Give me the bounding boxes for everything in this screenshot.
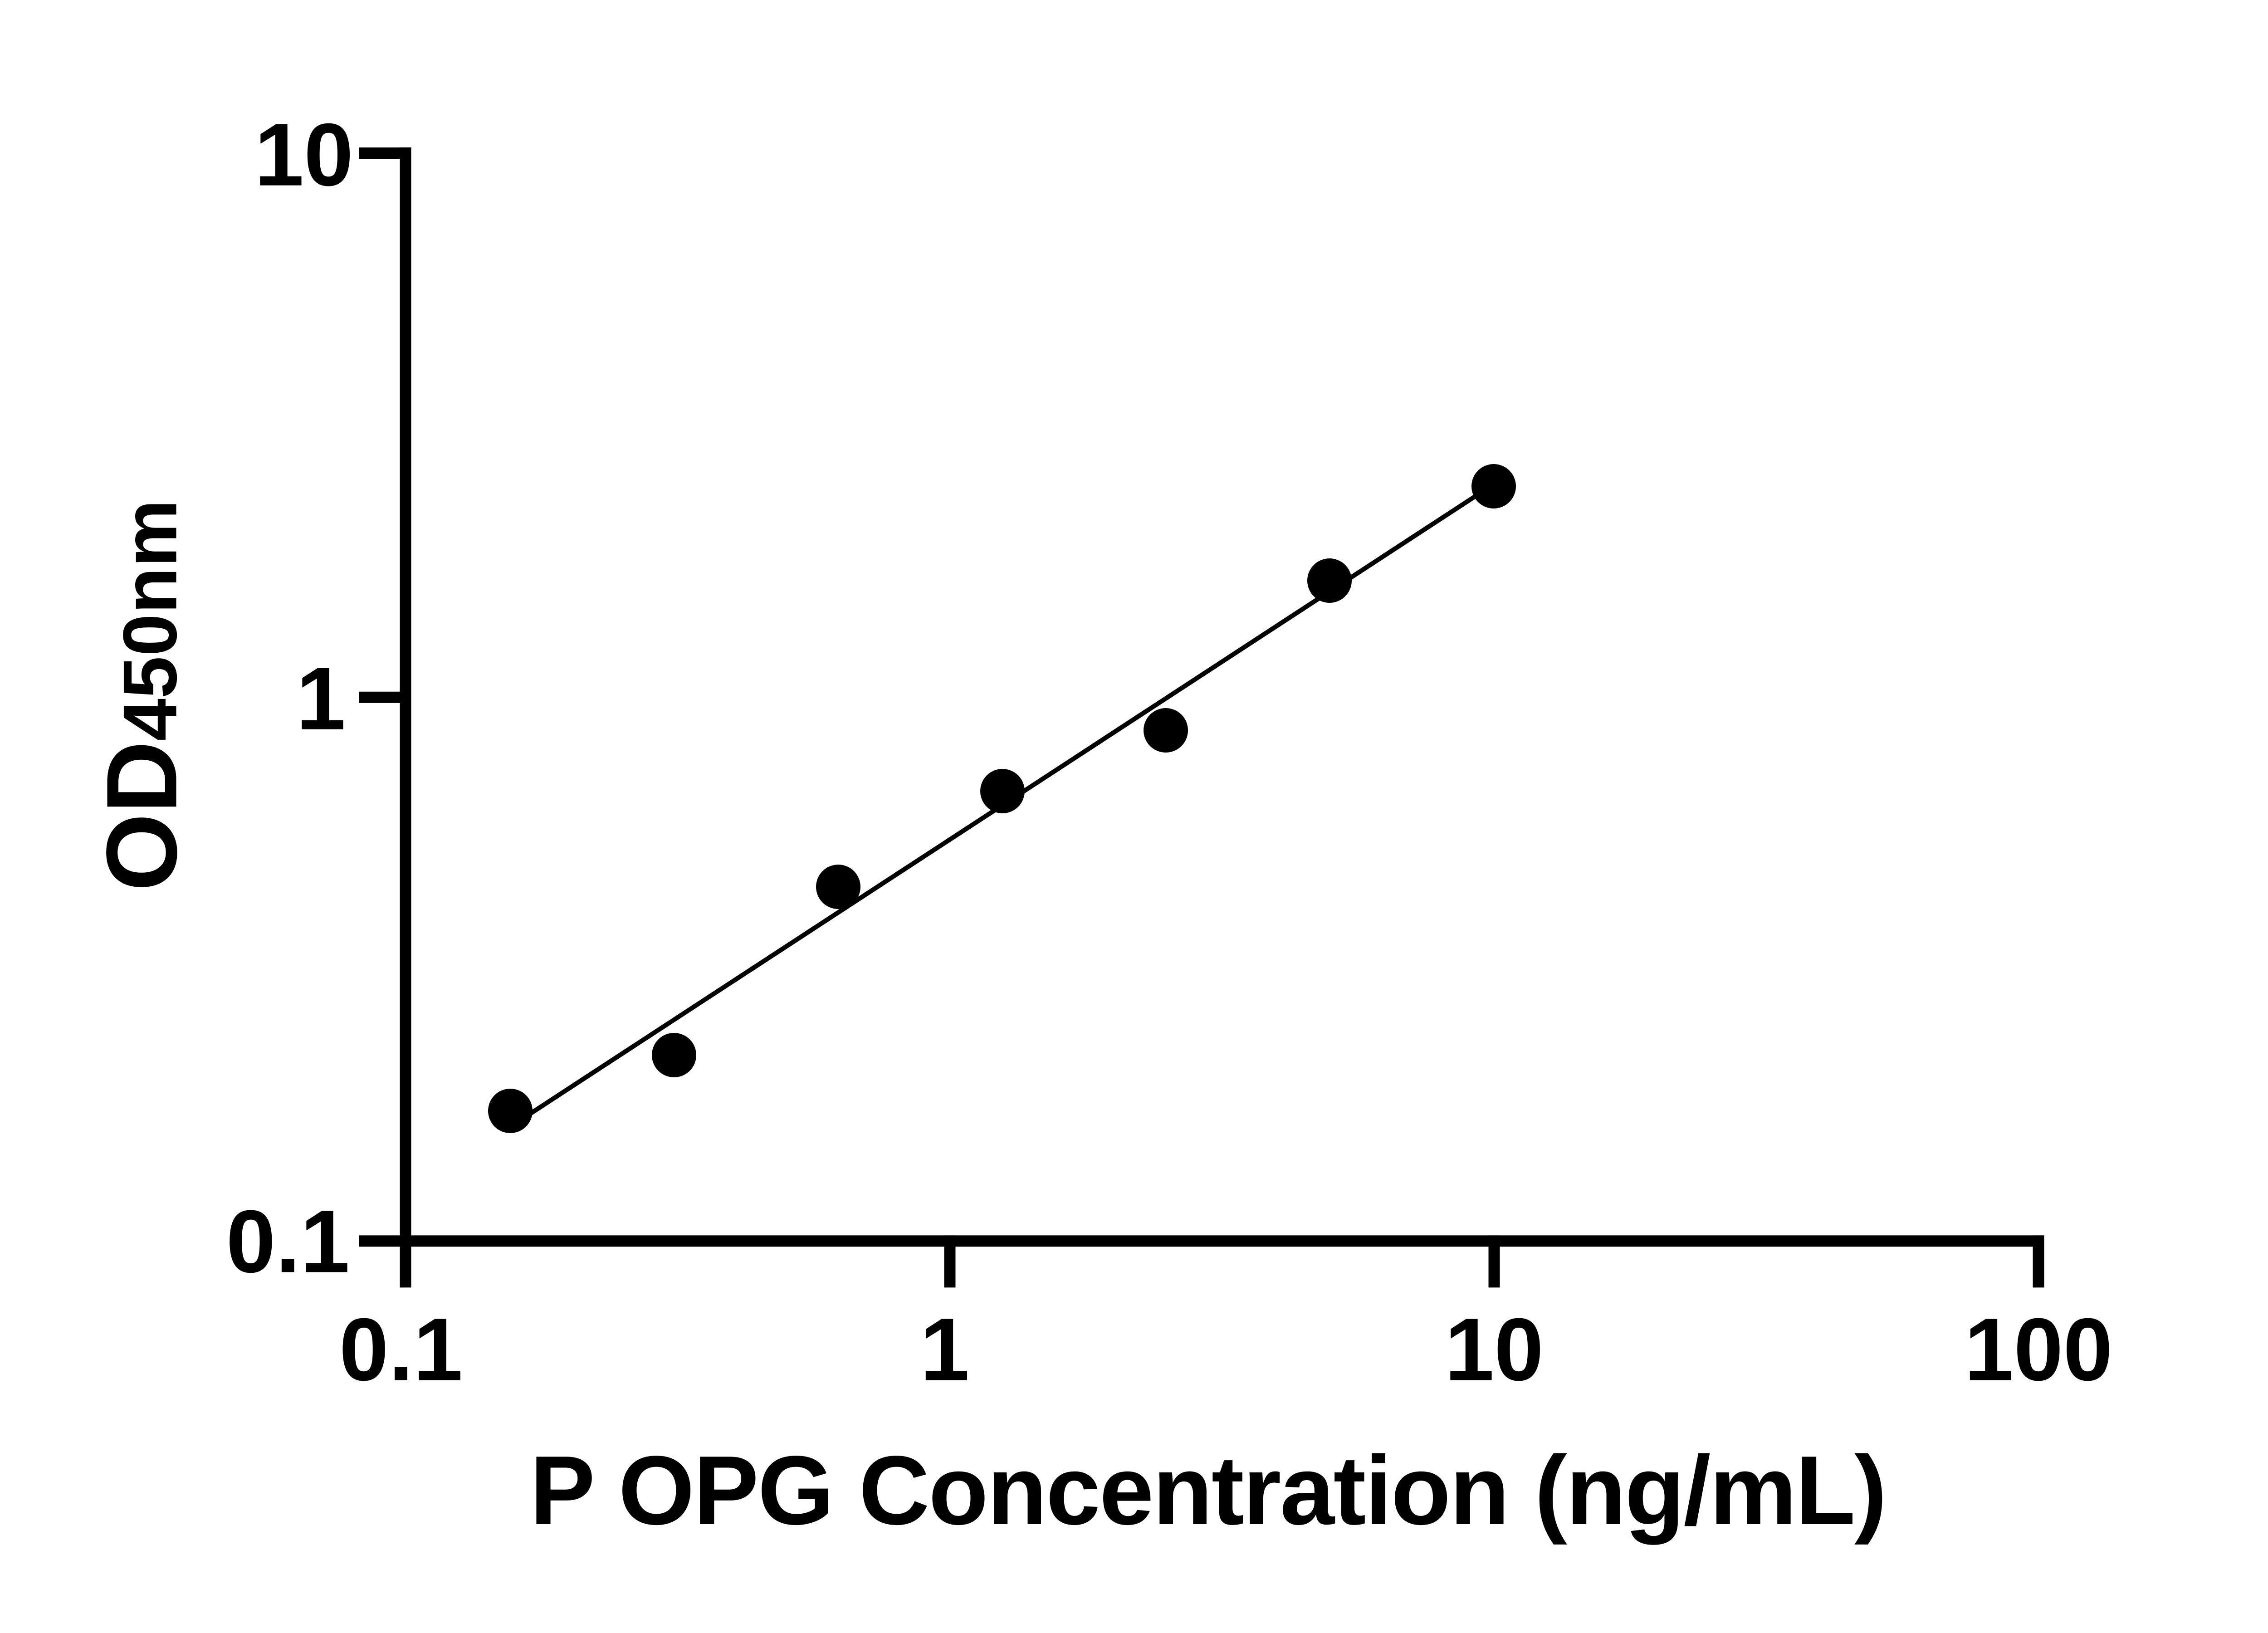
svg-text:10: 10 xyxy=(1445,1300,1544,1399)
svg-text:0.1: 0.1 xyxy=(226,1192,350,1291)
svg-text:10: 10 xyxy=(254,105,353,205)
svg-text:1: 1 xyxy=(920,1300,969,1399)
svg-text:P OPG Concentration (ng/mL): P OPG Concentration (ng/mL) xyxy=(530,1435,1887,1545)
svg-text:100: 100 xyxy=(1964,1300,2112,1399)
svg-text:1: 1 xyxy=(296,649,346,748)
svg-text:0.1: 0.1 xyxy=(339,1300,463,1399)
svg-text:OD450nm: OD450nm xyxy=(86,499,198,891)
